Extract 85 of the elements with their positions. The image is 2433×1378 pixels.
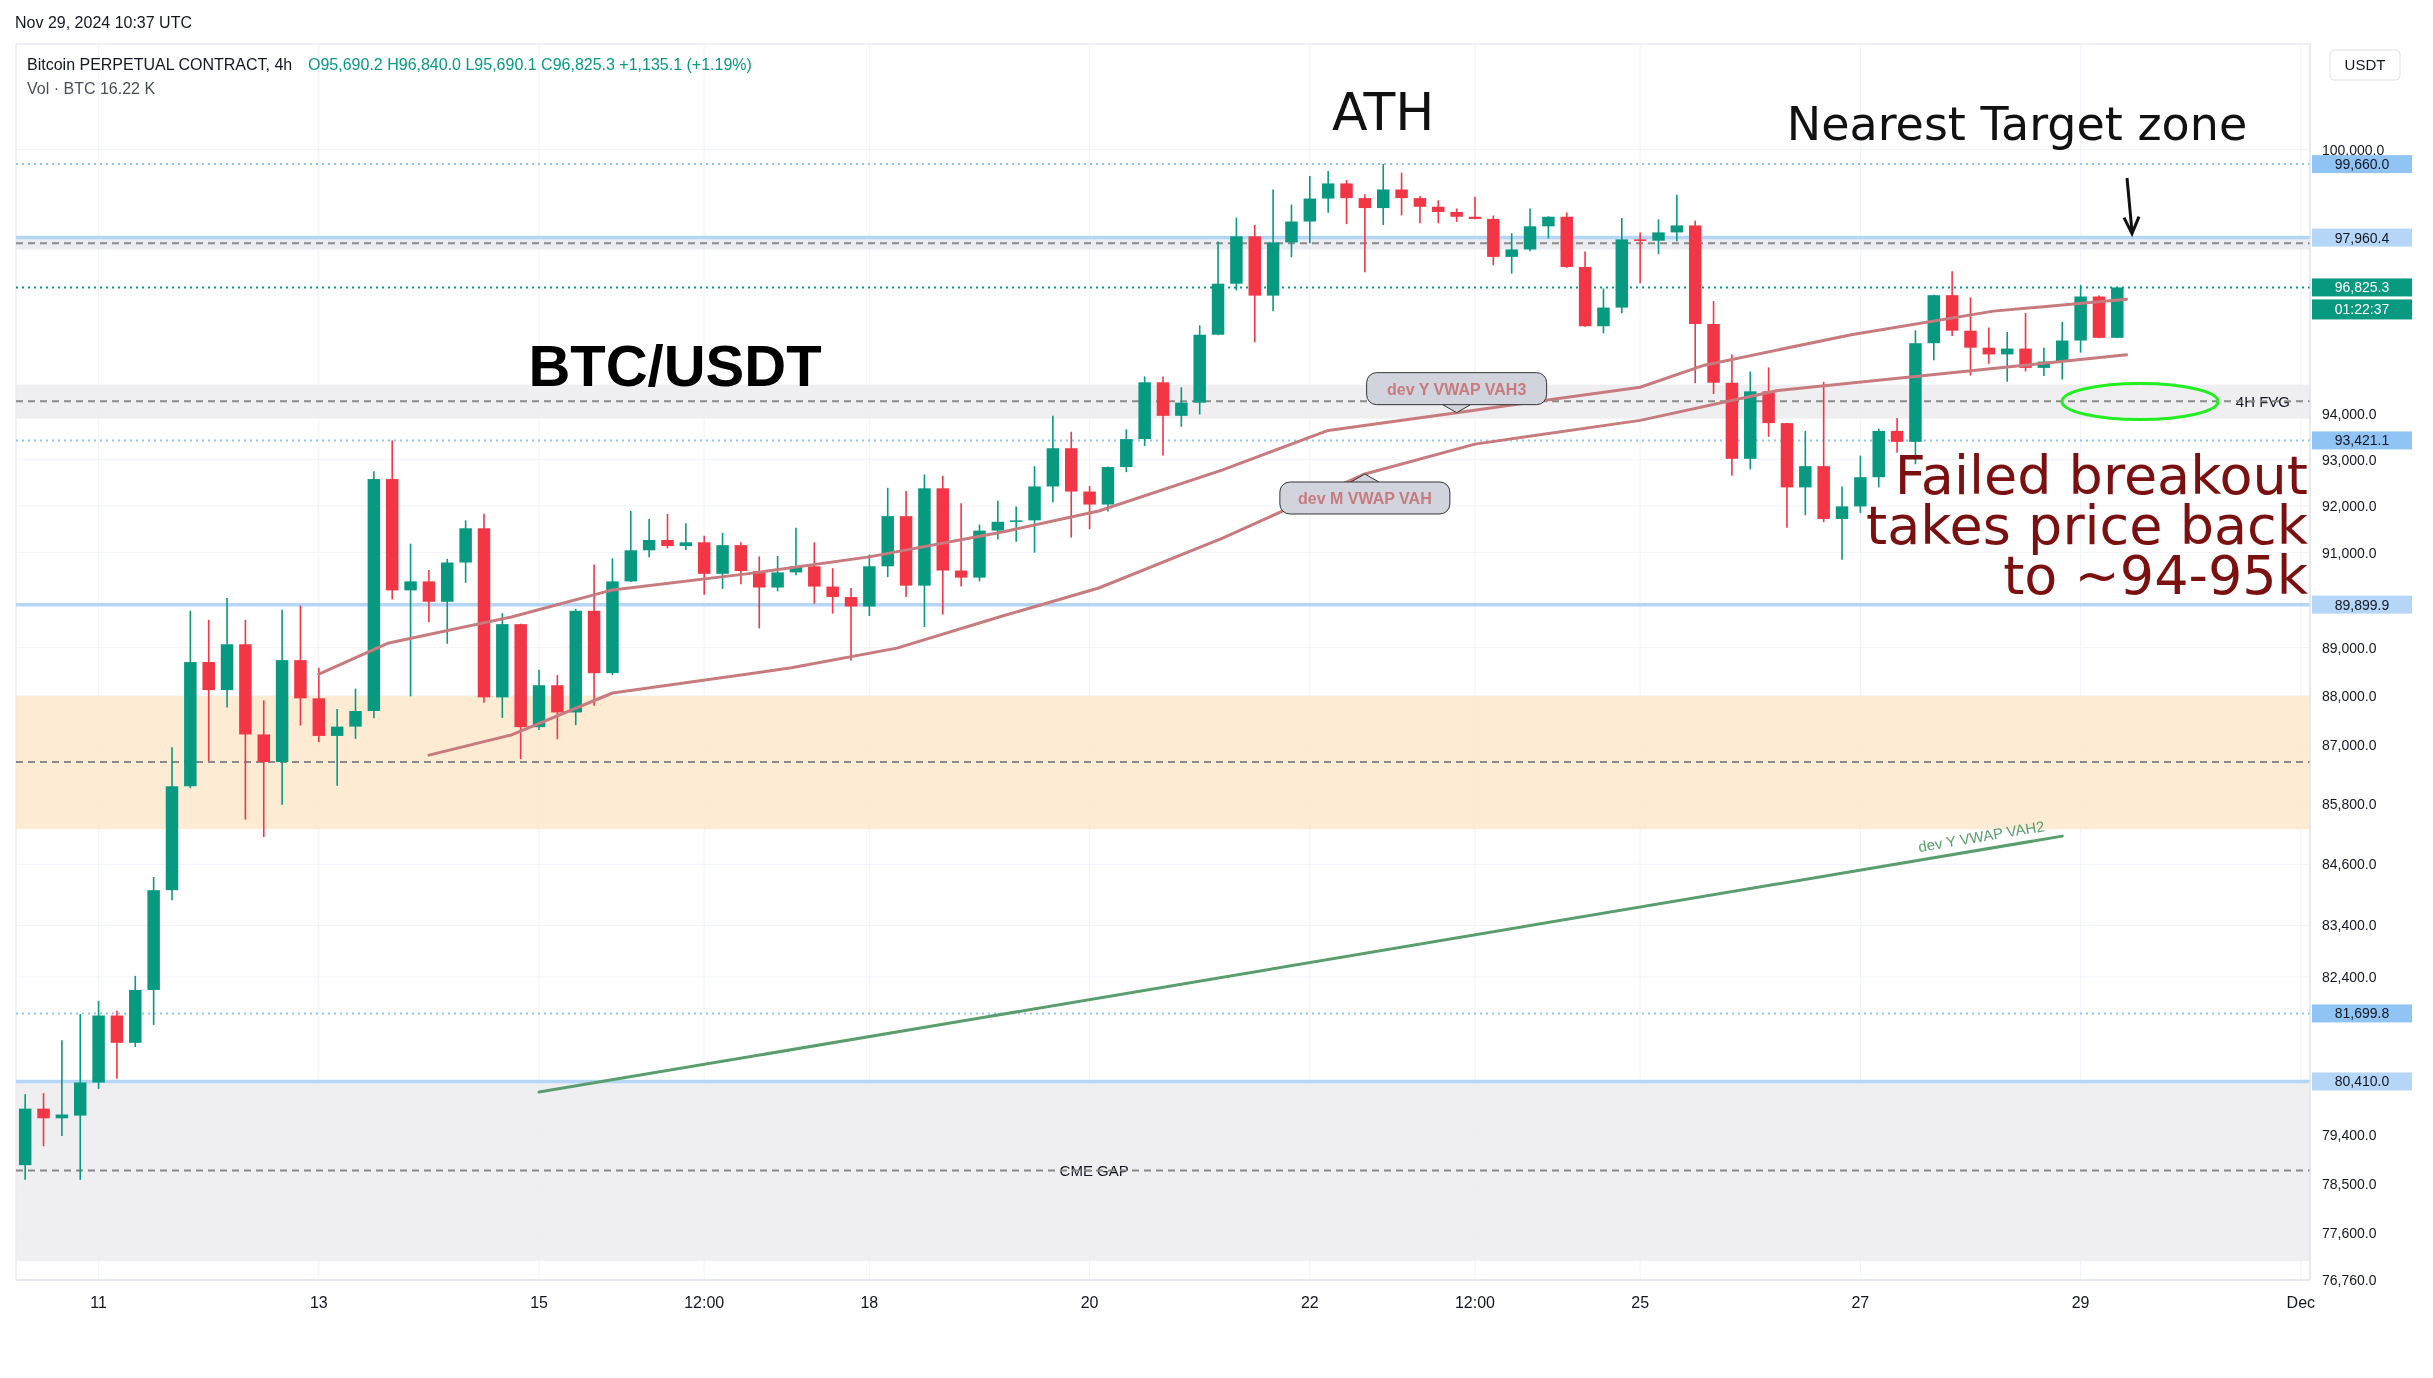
candlestick	[1083, 485, 1096, 531]
candlestick	[844, 587, 858, 662]
candlestick	[349, 687, 362, 740]
y-tick-label: 100,000.0	[2322, 141, 2385, 158]
ref-line-label: 96,825.3	[2334, 279, 2390, 296]
candlestick	[679, 522, 693, 552]
candlestick	[1321, 170, 1335, 214]
annotation: Vol · BTC 16.22 K	[27, 80, 156, 97]
annotation: Nearest Target zone	[1786, 97, 2248, 151]
y-tick-label: 94,000.0	[2322, 406, 2377, 423]
y-axis-title: USDT	[2344, 56, 2386, 73]
x-tick-label: 22	[1300, 1294, 1319, 1311]
candlestick	[661, 513, 674, 550]
annotation: BTC/USDT	[528, 333, 822, 398]
x-tick-label: 12:00	[1454, 1294, 1496, 1311]
y-tick-label: 91,000.0	[2322, 544, 2377, 561]
x-tick-label: 27	[1851, 1294, 1870, 1311]
candlestick	[826, 567, 839, 615]
candlestick	[1633, 231, 1647, 285]
y-tick-label: 84,600.0	[2322, 856, 2377, 873]
x-tick-label: 13	[309, 1294, 328, 1311]
candlestick	[1340, 179, 1353, 225]
candlestick	[1432, 199, 1445, 225]
candlestick	[1652, 218, 1665, 256]
candlestick	[1505, 232, 1518, 275]
candlestick	[1964, 296, 1977, 377]
series-label: dev Y VWAP VAH3	[1386, 380, 1527, 398]
text: 01:22:37	[2334, 301, 2390, 318]
candlestick	[1670, 193, 1684, 242]
candlestick	[422, 569, 436, 624]
candlestick	[330, 708, 344, 787]
y-tick-label: 85,800.0	[2322, 796, 2377, 813]
ref-line-label: 81,699.8	[2334, 1005, 2390, 1022]
candlestick	[404, 542, 417, 698]
y-tick-label: 83,400.0	[2322, 917, 2377, 934]
candlestick	[1413, 195, 1427, 225]
ref-line-label: 97,960.4	[2334, 229, 2390, 246]
annotation: Failed breakout takes price back to ~94-95k	[1865, 444, 2309, 607]
x-tick-label: Dec	[2286, 1294, 2316, 1311]
y-tick-label: 82,400.0	[2322, 968, 2377, 985]
x-tick-label: 11	[90, 1294, 107, 1311]
x-tick-label: 15	[530, 1294, 549, 1311]
candlestick	[642, 518, 656, 559]
x-tick-label: 18	[860, 1294, 879, 1311]
candlestick	[1358, 193, 1372, 274]
candlestick	[37, 1092, 50, 1148]
candlestick	[1597, 287, 1610, 335]
candlestick	[1376, 163, 1390, 226]
series-label: dev M VWAP VAH	[1298, 489, 1432, 507]
text: Bitcoin PERPETUAL CONTRACT, 4h	[27, 56, 293, 73]
x-tick-label: 25	[1631, 1294, 1650, 1311]
candlestick	[1523, 207, 1537, 252]
y-tick-label: 76,760.0	[2322, 1272, 2377, 1288]
ref-line-label: 80,410.0	[2334, 1073, 2390, 1090]
y-tick-label: 78,500.0	[2322, 1176, 2377, 1193]
ref-line-label: 99,660.0	[2334, 156, 2390, 173]
x-tick-label: 20	[1080, 1294, 1099, 1311]
y-tick-label: 93,000.0	[2322, 451, 2377, 468]
y-tick-label: 88,000.0	[2322, 687, 2377, 704]
text: dev Y VWAP VAH2	[1917, 817, 2046, 856]
candlestick	[808, 541, 821, 605]
y-tick-label: 89,000.0	[2322, 639, 2377, 656]
candlestick	[771, 555, 784, 593]
candlestick	[1890, 417, 1904, 454]
y-tick-label: 77,600.0	[2322, 1225, 2377, 1242]
text: O95,690.2 H96,840.0 L95,690.1 C96,825.3 +1,135.1 (+1.19%)	[308, 56, 752, 73]
candlestick	[1835, 485, 1849, 561]
ref-line-label: 89,899.9	[2334, 596, 2390, 613]
candlestick	[954, 502, 968, 588]
candlestick	[1285, 203, 1298, 259]
x-tick-label: 12:00	[684, 1294, 725, 1311]
x-tick-label: 29	[2071, 1294, 2090, 1311]
candlestick	[1542, 215, 1555, 240]
annotation: ATH	[1332, 82, 1435, 143]
candlestick	[991, 500, 1005, 541]
y-tick-label: 92,000.0	[2322, 497, 2377, 514]
y-tick-label: 87,000.0	[2322, 736, 2377, 753]
candlestick	[1799, 430, 1812, 517]
text: Nov 29, 2024 10:37 UTC	[15, 14, 192, 31]
candlestick	[1009, 505, 1023, 543]
ref-line-label: 93,421.1	[2334, 432, 2390, 449]
y-tick-label: 79,400.0	[2322, 1127, 2377, 1144]
candlestick	[1175, 386, 1188, 428]
candlestick	[1303, 175, 1317, 245]
candlestick	[1395, 171, 1408, 217]
